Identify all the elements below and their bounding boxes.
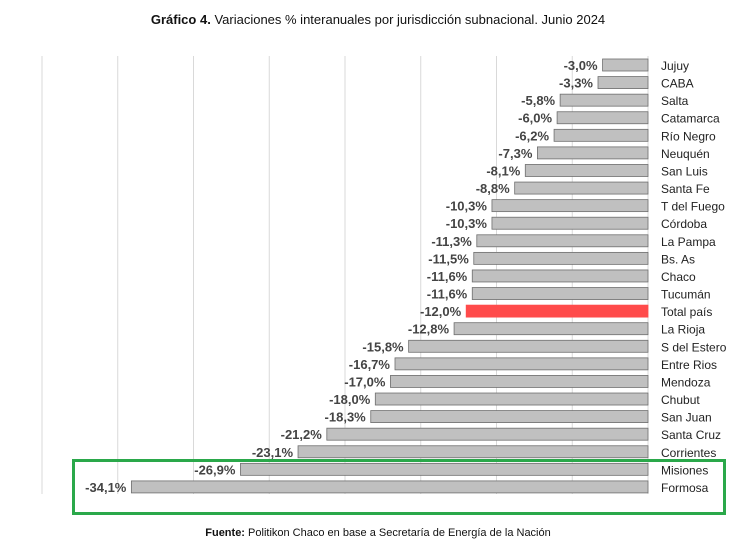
bar-formosa <box>130 480 649 494</box>
category-label: Jujuy <box>661 59 689 73</box>
bar-chubut <box>374 392 649 406</box>
bar-r-o-negro <box>553 128 649 142</box>
data-label: -15,8% <box>362 339 404 354</box>
bar-la-pampa <box>476 234 649 248</box>
bar-caba <box>597 76 649 89</box>
highlight-box <box>72 459 726 515</box>
bar-mendoza <box>390 375 649 388</box>
data-label: -6,0% <box>518 111 552 126</box>
category-label: La Rioja <box>661 323 705 337</box>
category-label: Neuquén <box>661 147 710 161</box>
data-label: -7,3% <box>498 146 532 161</box>
data-label: -23,1% <box>252 445 294 460</box>
category-label: Salta <box>661 94 689 108</box>
bar-catamarca <box>556 111 649 125</box>
category-label: Misiones <box>661 463 708 477</box>
bar-tucum-n <box>471 287 649 300</box>
chart-source: Fuente: Politikon Chaco en base a Secret… <box>0 527 756 539</box>
bar-san-luis <box>524 164 649 177</box>
category-label: Córdoba <box>661 217 707 231</box>
bar-santa-fe <box>514 181 649 195</box>
bar-entre-rios <box>394 357 649 371</box>
category-label: Chaco <box>661 270 696 284</box>
chart-title-text: Variaciones % interanuales por jurisdicc… <box>214 12 606 27</box>
category-label: T del Fuego <box>661 200 725 214</box>
bar-s-del-estero <box>408 339 649 353</box>
category-label: San Luis <box>661 164 708 178</box>
chart-source-prefix: Fuente: <box>205 527 245 539</box>
data-label: -8,8% <box>476 181 510 196</box>
data-label: -6,2% <box>515 128 549 143</box>
data-label: -12,8% <box>408 322 450 337</box>
data-label: -11,6% <box>427 287 468 302</box>
category-label: Santa Cruz <box>661 428 721 442</box>
bar-neuqu-n <box>537 146 649 160</box>
data-label: -11,3% <box>431 234 472 249</box>
bar-corrientes <box>297 445 649 459</box>
category-label: Chubut <box>661 393 700 407</box>
data-label: -3,3% <box>559 76 593 91</box>
data-label: -34,1% <box>85 480 127 495</box>
chart-title: Gráfico 4. Variaciones % interanuales po… <box>0 12 756 27</box>
bar-la-rioja <box>453 322 649 336</box>
bar-total-pa-s <box>465 304 649 318</box>
data-label: -8,1% <box>486 163 520 178</box>
data-label: -10,3% <box>446 199 488 214</box>
category-label: Santa Fe <box>661 182 710 196</box>
category-label: Bs. As <box>661 252 695 266</box>
bar-jujuy <box>602 58 649 72</box>
data-label: -26,9% <box>194 462 236 477</box>
data-label: -16,7% <box>349 357 391 372</box>
category-label: S del Estero <box>661 340 727 354</box>
chart-source-text: Politikon Chaco en base a Secretaría de … <box>248 527 551 539</box>
category-label: Mendoza <box>661 375 711 389</box>
category-label: Entre Rios <box>661 358 717 372</box>
category-label: La Pampa <box>661 235 716 249</box>
bar-misiones <box>240 462 649 476</box>
data-label: -12,0% <box>420 304 462 319</box>
bar-chaco <box>471 269 649 283</box>
category-label: San Juan <box>661 411 712 425</box>
category-label: Río Negro <box>661 129 716 143</box>
bar-t-del-fuego <box>491 199 649 213</box>
data-label: -3,0% <box>564 58 598 73</box>
category-label: Formosa <box>661 481 709 495</box>
data-label: -21,2% <box>281 427 323 442</box>
category-label: Tucumán <box>661 288 711 302</box>
data-label: -18,3% <box>325 410 367 425</box>
bar-salta <box>559 93 649 107</box>
data-label: -5,8% <box>521 93 555 108</box>
bar-san-juan <box>370 410 649 424</box>
bar-bs-as <box>473 251 649 265</box>
category-label: CABA <box>661 77 694 91</box>
bar-c-rdoba <box>491 216 649 230</box>
category-label: Catamarca <box>661 112 720 126</box>
bar-santa-cruz <box>326 427 649 441</box>
data-label: -11,5% <box>428 251 469 266</box>
category-label: Corrientes <box>661 446 716 460</box>
data-label: -18,0% <box>329 392 371 407</box>
chart-title-prefix: Gráfico 4. <box>150 12 211 27</box>
category-label: Total país <box>661 305 712 319</box>
data-label: -10,3% <box>446 216 488 231</box>
data-label: -11,6% <box>427 269 468 284</box>
data-label: -17,0% <box>344 374 386 389</box>
